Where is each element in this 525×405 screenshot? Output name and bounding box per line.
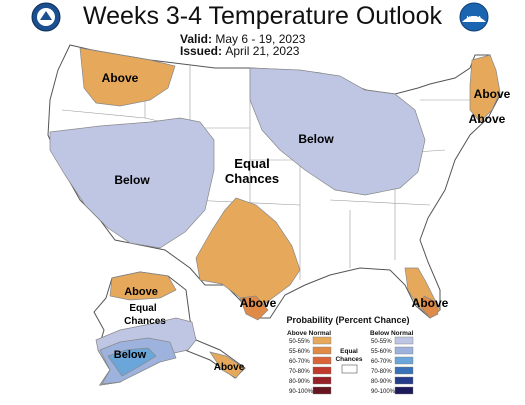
alaska-panhandle-above [209,351,245,379]
issued-date: April 21, 2023 [225,44,300,58]
region-west-below [49,117,215,249]
legend: Probability (Percent Chance) Above Norma… [286,315,413,395]
label-alaska-equal-1: Equal [129,303,156,314]
noaa-logo: NOAA [459,2,489,32]
issued-line: Issued: April 21, 2023 [180,44,299,58]
label-texas-above: Above [240,296,277,310]
legend-above-range-label-2: 60-70% [289,359,310,365]
label-florida-above: Above [412,296,449,310]
legend-above-range-label-4: 80-90% [289,379,310,385]
doc-seal-logo [31,2,61,32]
legend-title: Probability (Percent Chance) [286,315,409,325]
label-center-equal-2: Chances [225,171,279,186]
legend-above-range-label-3: 70-80% [289,369,310,375]
region-great-lakes-below [249,67,426,196]
legend-below-swatch-3 [394,366,414,375]
region-florida-above-strong [421,295,439,319]
legend-below-swatch-1 [394,346,414,355]
label-alaska-equal-2: Chances [124,316,166,327]
alaska-region-below-strongest [107,347,157,377]
label-alaska-panhandle-above: Above [214,362,245,373]
label-northwest-above: Above [102,71,139,85]
legend-above-header: Above Normal [287,330,331,337]
legend-below-range-label-4: 80-90% [371,379,392,385]
legend-below-range-label-5: 90-100% [371,389,396,395]
region-maine-above [469,54,501,123]
legend-above-range-label-1: 55-60% [289,349,310,355]
label-center-equal-1: Equal [234,156,269,171]
legend-above-range-label-5: 90-100% [289,389,314,395]
valid-label: Valid: [180,32,213,46]
issued-label: Issued: [180,44,223,58]
legend-below-swatch-2 [394,356,414,365]
label-west-below: Below [114,173,150,187]
legend-equal-label-1: Equal [340,348,358,355]
region-texas-above-strong [239,295,269,321]
region-northwest-above [79,47,176,107]
legend-below-swatch-4 [394,376,414,385]
page-title: Weeks 3-4 Temperature Outlook [83,2,442,30]
legend-below-range-label-2: 60-70% [371,359,392,365]
legend-above-swatch-5 [312,386,332,395]
legend-below-range-label-1: 55-60% [371,349,392,355]
valid-dates: May 6 - 19, 2023 [215,32,306,46]
label-great-lakes-below: Below [298,132,334,146]
legend-equal-swatch [341,364,358,374]
label-maine-above-2: Above [469,112,506,126]
legend-below-swatch-0 [394,336,414,345]
legend-above-swatch-1 [312,346,332,355]
legend-above-swatch-3 [312,366,332,375]
legend-below-swatch-5 [394,386,414,395]
label-alaska-above-north: Above [124,286,158,298]
legend-equal-label-2: Chances [335,356,362,363]
legend-above-range-label-0: 50-55% [289,339,310,345]
legend-below-header: Below Normal [370,330,414,337]
legend-below-range-label-3: 70-80% [371,369,392,375]
legend-above-swatch-0 [312,336,332,345]
label-maine-above-1: Above [474,87,511,101]
noaa-logo-text: NOAA [467,16,482,22]
legend-above-swatch-2 [312,356,332,365]
valid-line: Valid: May 6 - 19, 2023 [180,32,305,46]
legend-below-range-label-0: 50-55% [371,339,392,345]
legend-above-swatch-4 [312,376,332,385]
label-alaska-below: Below [114,349,147,361]
alaska-region-above [109,271,177,301]
